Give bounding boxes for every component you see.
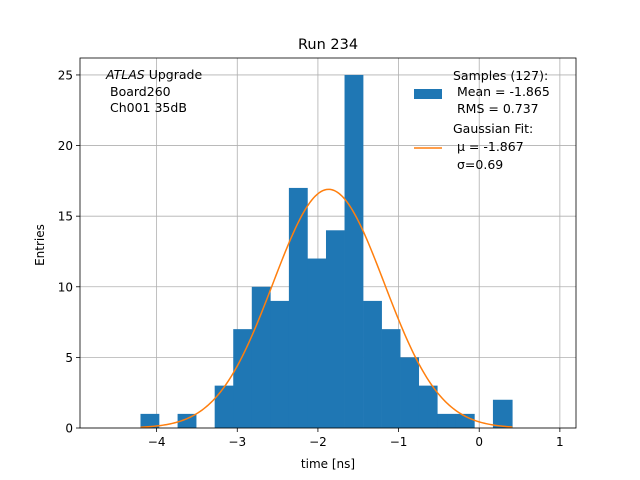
x-axis-label: time [ns] — [301, 457, 355, 471]
histogram-bars — [140, 74, 513, 428]
legend-samples-swatch — [414, 89, 442, 99]
legend-samples-line-1: Samples (127): — [453, 68, 548, 83]
annotation-atlas: ATLAS — [105, 67, 145, 82]
legend-samples-line-3: RMS = 0.737 — [457, 101, 539, 116]
histogram-bar — [492, 399, 513, 428]
y-tick-label: 15 — [58, 210, 73, 224]
y-axis-label: Entries — [33, 224, 47, 266]
histogram-bar — [288, 187, 308, 428]
histogram-bar — [400, 357, 420, 428]
histogram-bar — [325, 230, 345, 428]
y-tick-label: 25 — [58, 68, 73, 82]
histogram-bar — [437, 413, 457, 428]
histogram-bar — [418, 385, 438, 428]
y-tick-label: 0 — [65, 422, 73, 436]
chart-title: Run 234 — [298, 37, 358, 53]
histogram-bar — [140, 413, 160, 428]
x-tick-label: −4 — [148, 435, 166, 449]
legend-fit-line-2: μ = -1.867 — [457, 139, 524, 154]
x-tick-label: −3 — [228, 435, 246, 449]
x-tick-label: −1 — [390, 435, 408, 449]
fit-curve-layer — [140, 188, 513, 428]
histogram-bar — [381, 329, 401, 428]
x-tick-label: 0 — [475, 435, 483, 449]
legend-fit-line-1: Gaussian Fit: — [453, 121, 533, 136]
histogram-bar — [251, 286, 271, 428]
annotation-line-3: Ch001 35dB — [110, 100, 187, 115]
histogram-bar — [214, 385, 234, 428]
histogram-bar — [363, 300, 382, 428]
histogram-bar — [270, 300, 290, 428]
plot-frame — [79, 57, 577, 429]
histogram-bar — [344, 74, 364, 428]
y-tick-label: 5 — [65, 351, 73, 365]
annotation-line-2: Board260 — [110, 84, 171, 99]
annotation-box: ATLAS Upgrade Board260 Ch001 35dB — [105, 67, 202, 115]
x-tick-label: 1 — [556, 435, 564, 449]
annotation-upgrade: Upgrade — [145, 67, 203, 82]
histogram-bar — [455, 413, 475, 428]
y-tick-label: 20 — [58, 139, 73, 153]
histogram-bar — [233, 329, 253, 428]
histogram-bar — [307, 258, 327, 428]
histogram-bar — [177, 413, 197, 428]
y-tick-label: 10 — [58, 280, 73, 294]
legend-fit-line-3: σ=0.69 — [457, 157, 503, 172]
legend: Samples (127): Mean = -1.865 RMS = 0.737… — [414, 68, 550, 172]
gaussian-fit-curve — [140, 188, 513, 428]
legend-samples-line-2: Mean = -1.865 — [457, 84, 550, 99]
x-tick-label: −2 — [309, 435, 327, 449]
annotation-line-1: ATLAS Upgrade — [105, 67, 202, 82]
